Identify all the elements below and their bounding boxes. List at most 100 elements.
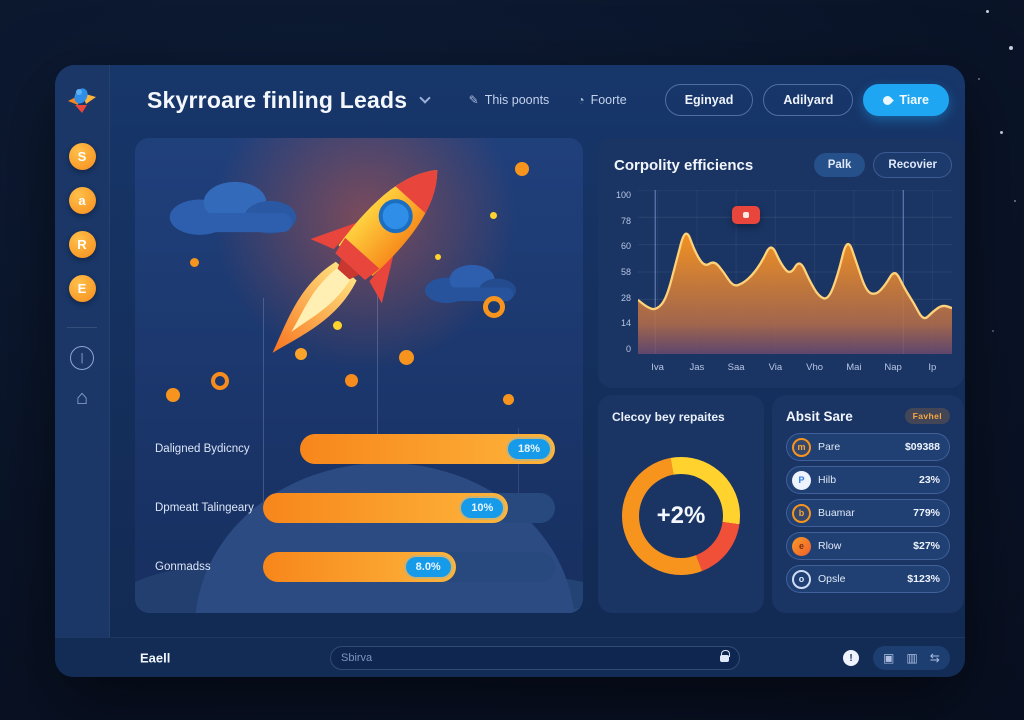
clock-icon: ◔ xyxy=(577,93,585,107)
plane-icon: P xyxy=(792,470,811,490)
hbar-value-badge: 10% xyxy=(461,498,504,518)
hero-panel: Daligned Bydicncy 18% Dpmeatt Talingeary… xyxy=(135,138,583,613)
sidebar-item-r[interactable]: R xyxy=(68,231,96,258)
face-icon: e xyxy=(792,536,811,556)
star-dot xyxy=(295,348,307,360)
star xyxy=(992,330,994,332)
list-item[interactable]: e Rlow $27% xyxy=(786,532,950,560)
list-item[interactable]: P Hilb 23% xyxy=(786,466,950,494)
y-tick-label: 60 xyxy=(620,241,631,252)
search-input[interactable] xyxy=(341,652,712,664)
hbar-label: Gonmadss xyxy=(155,560,211,573)
star-dot xyxy=(503,394,514,405)
star xyxy=(986,10,989,13)
tiare-button[interactable]: Tiare xyxy=(863,84,949,116)
hbar-fill: 18% xyxy=(300,434,555,464)
home-icon[interactable]: ⌂ xyxy=(75,387,89,409)
star-dot xyxy=(211,372,229,390)
x-tick-label: Vho xyxy=(806,362,824,373)
hbar-fill: 10% xyxy=(263,493,509,523)
list-item[interactable]: o Opsle $123% xyxy=(786,565,950,593)
area-plot xyxy=(638,190,952,354)
info-circle-icon[interactable]: | xyxy=(70,346,94,370)
star-dot xyxy=(333,321,342,330)
pin-icon xyxy=(881,93,895,107)
hbar-row: Daligned Bydicncy 18% xyxy=(155,434,555,464)
star-dot xyxy=(166,388,180,402)
y-tick-label: 28 xyxy=(620,292,631,303)
star xyxy=(1000,131,1003,134)
app-logo-icon[interactable] xyxy=(65,81,99,115)
chart-marker-badge[interactable] xyxy=(732,206,761,225)
coin-icon: b xyxy=(792,503,811,523)
efficiency-title: Corpolity efficiencs xyxy=(614,156,754,174)
grid-icon[interactable]: ▣ xyxy=(883,651,895,665)
page-title: Skyrroare finling Leads xyxy=(147,86,408,113)
pen-icon: ✎ xyxy=(468,93,479,107)
info-icon[interactable]: ! xyxy=(843,650,859,666)
assets-badge[interactable]: Favhel xyxy=(904,408,950,424)
y-tick-label: 100 xyxy=(615,190,631,200)
search-box xyxy=(330,646,740,670)
cloud-left xyxy=(169,181,297,235)
hbar-track: 10% xyxy=(263,493,555,523)
assets-panel: Absit Sare Favhel m Pare $09388 P Hilb 2… xyxy=(772,395,964,613)
sidebar-divider xyxy=(67,327,97,328)
rocket-illustration xyxy=(272,170,438,353)
bottom-bar: Eaell ! ▣ ▥ ⇆ xyxy=(55,637,965,677)
chevron-down-icon[interactable] xyxy=(419,92,431,104)
footer-label: Eaell xyxy=(140,650,171,665)
x-tick-label: Via xyxy=(768,362,783,373)
x-axis-labels: Iva Jas Saa Via Vho Mai Nap Ip xyxy=(638,362,952,376)
star-dot xyxy=(483,296,505,318)
star-dot xyxy=(345,374,358,387)
hbar-value-badge: 8.0% xyxy=(405,557,451,577)
sidebar-item-e[interactable]: E xyxy=(68,275,96,302)
x-tick-label: Ip xyxy=(928,362,937,373)
star-dot xyxy=(435,254,441,260)
star-dot xyxy=(190,258,199,267)
sidebar-item-s[interactable]: S xyxy=(68,143,96,170)
y-tick-label: 14 xyxy=(620,318,631,329)
hbar-chart: Daligned Bydicncy 18% Dpmeatt Talingeary… xyxy=(155,434,555,611)
hbar-track: 18% xyxy=(300,434,555,464)
view-toggle-group: ▣ ▥ ⇆ xyxy=(873,646,950,670)
star-dot xyxy=(490,212,497,219)
sidebar: S a R E | ⌂ xyxy=(55,65,110,677)
area-chart: 100 78 60 58 28 14 0 xyxy=(610,190,952,354)
star xyxy=(978,78,980,80)
sidebar-item-a[interactable]: a xyxy=(68,187,96,214)
y-tick-label: 78 xyxy=(620,215,631,226)
list-item[interactable]: b Buamar 779% xyxy=(786,499,950,527)
app-window: S a R E | ⌂ Skyrroare finling Leads ✎ Th… xyxy=(55,65,965,677)
gridline xyxy=(263,298,264,607)
hbar-fill: 8.0% xyxy=(263,552,456,582)
nav-foorte[interactable]: ◔ Foorte xyxy=(577,93,627,107)
donut-chart xyxy=(622,457,740,575)
gridline xyxy=(377,250,378,607)
x-tick-label: Jas xyxy=(689,362,705,373)
chat-icon: o xyxy=(792,569,811,589)
x-tick-label: Nap xyxy=(884,362,902,373)
hbar-track: 8.0% xyxy=(263,552,555,582)
donut-title: Clecoy bey repaites xyxy=(612,410,725,424)
hbar-label: Daligned Bydicncy xyxy=(155,442,250,455)
y-tick-label: 0 xyxy=(625,343,631,354)
eginyad-button[interactable]: Eginyad xyxy=(664,84,754,116)
recovier-button[interactable]: Recovier xyxy=(873,152,952,178)
list-item[interactable]: m Pare $09388 xyxy=(786,433,950,461)
star-dot xyxy=(515,162,529,176)
header: Skyrroare finling Leads ✎ This poonts ◔ … xyxy=(147,65,949,135)
star xyxy=(1009,46,1013,50)
star-dot xyxy=(399,350,414,365)
x-tick-label: Mai xyxy=(846,362,862,373)
palk-button[interactable]: Palk xyxy=(813,153,866,177)
arrows-icon[interactable]: ⇆ xyxy=(929,651,940,665)
columns-icon[interactable]: ▥ xyxy=(906,651,918,665)
nav-this-poonts[interactable]: ✎ This poonts xyxy=(468,93,550,107)
users-icon: m xyxy=(792,437,811,457)
donut-center-value: +2% xyxy=(656,502,706,529)
x-tick-label: Saa xyxy=(727,362,745,373)
star xyxy=(1014,200,1016,202)
adilyard-button[interactable]: Adilyard xyxy=(763,84,854,116)
